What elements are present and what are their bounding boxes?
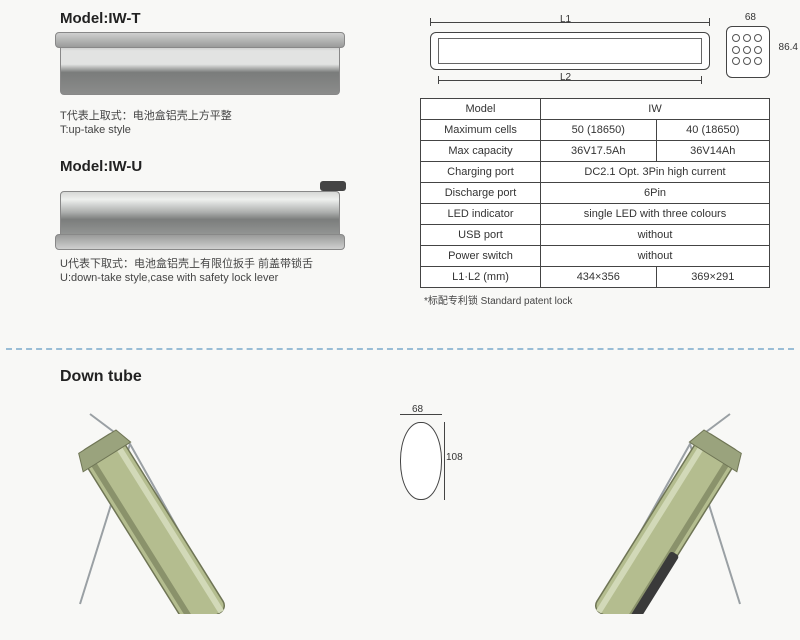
dimension-drawing: L1 L2 68 86.4 — [420, 10, 770, 88]
dim-l2-label: L2 — [560, 72, 571, 83]
spec-row-label: Max capacity — [421, 141, 541, 162]
down-tube-title: Down tube — [60, 368, 780, 386]
down-tube-left-icon — [70, 404, 310, 614]
dim-end-height: 86.4 — [779, 42, 798, 53]
down-tube-right-icon — [510, 404, 750, 614]
table-row: LED indicatorsingle LED with three colou… — [421, 204, 770, 225]
model-iw-t-caption-cn: T代表上取式：电池盒铝壳上方平整 — [60, 107, 400, 123]
cross-height-label: 108 — [446, 452, 463, 463]
model-iw-u-image — [60, 181, 360, 249]
table-row: Model IW — [421, 99, 770, 120]
spec-row-value: 40 (18650) — [656, 120, 769, 141]
spec-row-value: 434×356 — [541, 267, 657, 288]
spec-row-label: LED indicator — [421, 204, 541, 225]
table-row: L1·L2 (mm)434×356369×291 — [421, 267, 770, 288]
spec-table: Model IW Maximum cells50 (18650)40 (1865… — [420, 98, 770, 288]
spec-row-label: USB port — [421, 225, 541, 246]
spec-row-label: Charging port — [421, 162, 541, 183]
table-row: Discharge port6Pin — [421, 183, 770, 204]
spec-row-value: without — [541, 225, 770, 246]
model-iw-t-title: Model:IW-T — [60, 10, 400, 27]
dim-end-width: 68 — [745, 12, 756, 23]
table-row: Power switchwithout — [421, 246, 770, 267]
table-row: Maximum cells50 (18650)40 (18650) — [421, 120, 770, 141]
spec-row-label: Power switch — [421, 246, 541, 267]
spec-footnote: *标配专利锁 Standard patent lock — [420, 292, 770, 307]
spec-row-label: Discharge port — [421, 183, 541, 204]
table-row: Charging portDC2.1 Opt. 3Pin high curren… — [421, 162, 770, 183]
spec-header-value: IW — [541, 99, 770, 120]
down-tube-figure: 68 108 — [60, 394, 760, 614]
model-iw-u-title: Model:IW-U — [60, 158, 400, 175]
spec-row-value: 50 (18650) — [541, 120, 657, 141]
spec-row-label: L1·L2 (mm) — [421, 267, 541, 288]
dim-l1-label: L1 — [560, 14, 571, 25]
table-row: USB portwithout — [421, 225, 770, 246]
model-iw-u-caption-cn: U代表下取式：电池盒铝壳上有限位扳手 前盖带锁舌 — [60, 255, 400, 271]
spec-row-value: single LED with three colours — [541, 204, 770, 225]
spec-row-value: 6Pin — [541, 183, 770, 204]
spec-header-model: Model — [421, 99, 541, 120]
spec-row-value: 36V17.5Ah — [541, 141, 657, 162]
model-iw-t-block: Model:IW-T T代表上取式：电池盒铝壳上方平整 T:up-take st… — [60, 10, 400, 136]
spec-row-value: DC2.1 Opt. 3Pin high current — [541, 162, 770, 183]
cross-width-label: 68 — [412, 404, 423, 415]
down-tube-cross-section: 68 108 — [390, 404, 460, 514]
spec-row-value: 369×291 — [656, 267, 769, 288]
spec-row-label: Maximum cells — [421, 120, 541, 141]
section-divider — [6, 348, 794, 350]
spec-row-value: 36V14Ah — [656, 141, 769, 162]
model-iw-u-caption-en: U:down-take style,case with safety lock … — [60, 272, 400, 284]
model-iw-t-image — [60, 33, 360, 101]
model-iw-t-caption-en: T:up-take style — [60, 124, 400, 136]
table-row: Max capacity36V17.5Ah36V14Ah — [421, 141, 770, 162]
end-cap-holes-icon — [732, 34, 764, 68]
model-iw-u-block: Model:IW-U U代表下取式：电池盒铝壳上有限位扳手 前盖带锁舌 U:do… — [60, 158, 400, 284]
spec-row-value: without — [541, 246, 770, 267]
lock-lever-icon — [320, 181, 346, 191]
